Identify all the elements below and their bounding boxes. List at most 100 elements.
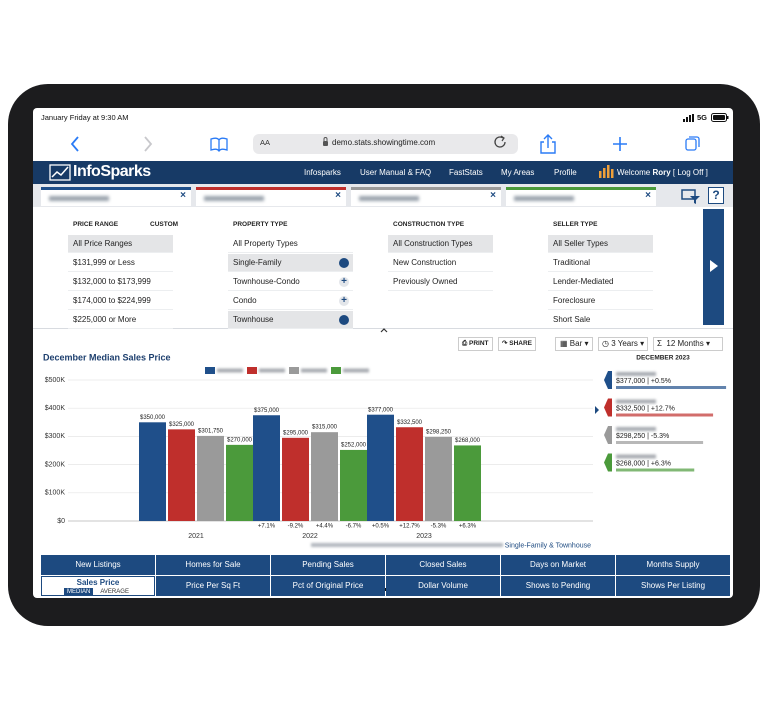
legend-blurred-name	[217, 368, 243, 373]
bar	[340, 449, 367, 521]
tabs-button[interactable]	[685, 138, 697, 151]
sales-price-mode[interactable]: AVERAGE	[100, 589, 129, 595]
filter-option[interactable]: Previously Owned	[393, 277, 458, 286]
help-button[interactable]: ?	[708, 187, 724, 204]
address-bar[interactable]	[253, 134, 518, 154]
option-icon[interactable]: +	[339, 277, 349, 287]
filter-option[interactable]: All Seller Types	[548, 235, 653, 252]
tab-close[interactable]: ×	[180, 190, 186, 201]
metric-tab[interactable]: Dollar Volume	[386, 576, 500, 596]
change-label: -9.2%	[288, 524, 304, 530]
metric-tab[interactable]: Price Per Sq Ft	[156, 576, 270, 596]
nav-item[interactable]: My Areas	[501, 168, 535, 177]
option-icon[interactable]	[339, 315, 349, 325]
metric-label: Shows Per Listing	[640, 581, 706, 590]
filter-custom[interactable]: CUSTOM	[150, 221, 179, 228]
metric-tab[interactable]: Sales Price MEDIAN AVERAGE	[41, 576, 155, 596]
area-tab[interactable]: ×	[41, 187, 191, 206]
filter-settings-icon[interactable]	[681, 188, 701, 204]
metric-label: Months Supply	[646, 560, 700, 569]
metric-tab[interactable]: Homes for Sale	[156, 555, 270, 575]
change-label: -6.7%	[346, 524, 362, 530]
metric-label: Shows to Pending	[525, 581, 591, 590]
summary-blurred-name	[616, 454, 656, 459]
filter-option[interactable]: Lender-Mediated	[553, 277, 614, 286]
area-tab[interactable]: ×	[196, 187, 346, 206]
legend-blurred-name	[259, 368, 285, 373]
log-off[interactable]: [ Log Off ]	[672, 168, 708, 177]
share-chart-button[interactable]: ↷ SHARE	[498, 337, 537, 351]
collapse-arrow[interactable]	[380, 327, 388, 333]
metric-label: New Listings	[75, 560, 121, 569]
filter-option[interactable]: Single-Family	[228, 254, 353, 271]
metric-tab[interactable]: Shows Per Listing	[616, 576, 730, 596]
nav-item[interactable]: User Manual & FAQ	[360, 168, 432, 177]
summary-entry: $332,500 | +12.7%	[616, 405, 675, 412]
metric-tab[interactable]: Months Supply	[616, 555, 730, 575]
filter-option[interactable]: All Construction Types	[388, 235, 493, 252]
filter-option[interactable]: Traditional	[553, 258, 591, 267]
area-tab[interactable]: ×	[351, 187, 501, 206]
tab-close[interactable]: ×	[335, 190, 341, 201]
months-select[interactable]: Σ 12 Months ▾	[653, 337, 723, 351]
filter-option[interactable]: Townhouse-Condo	[233, 277, 300, 286]
option-icon[interactable]: +	[339, 296, 349, 306]
filter-separator	[228, 309, 353, 310]
forward-button[interactable]	[144, 136, 153, 152]
change-label: +4.4%	[316, 524, 334, 530]
metric-tab[interactable]: Pct of Original Price	[271, 576, 385, 596]
sales-price-modes: MEDIAN AVERAGE	[42, 588, 154, 596]
filter-option[interactable]: All Price Ranges	[68, 235, 173, 252]
metric-tab[interactable]: Pending Sales	[271, 555, 385, 575]
filter-separator	[68, 252, 173, 253]
welcome-icon	[599, 165, 614, 178]
bar	[253, 415, 280, 521]
value-label: $268,000	[455, 438, 481, 444]
period-select[interactable]: ◷ 3 Years ▾	[598, 337, 648, 351]
summary-blurred-name	[616, 399, 656, 404]
value-label: $332,500	[397, 420, 423, 426]
share-button[interactable]	[540, 134, 556, 154]
bookmarks-button[interactable]	[210, 137, 228, 153]
y-tick-label: $0	[57, 518, 65, 525]
nav-item[interactable]: Profile	[554, 168, 577, 177]
filter-option[interactable]: Condo	[233, 296, 257, 305]
metric-label: Pending Sales	[302, 560, 354, 569]
tablet-screen: December Median Sales Price $0 $100K $200K $…	[33, 108, 733, 598]
chart-subtitle: Single-Family & Townhouse	[505, 542, 591, 549]
filter-option[interactable]: $174,000 to $224,999	[73, 296, 151, 305]
filter-option[interactable]: New Construction	[393, 258, 457, 267]
nav-item[interactable]: Infosparks	[304, 168, 341, 177]
filter-option[interactable]: Short Sale	[553, 315, 591, 324]
summary-bar	[616, 441, 704, 444]
bar	[454, 445, 481, 521]
metric-tab[interactable]: Closed Sales	[386, 555, 500, 575]
text-size-button[interactable]: AA	[260, 138, 271, 147]
welcome-text: Welcome	[617, 168, 651, 177]
nav-item[interactable]: FastStats	[449, 168, 483, 177]
logo-text[interactable]: InfoSparks	[73, 163, 151, 180]
filter-option[interactable]: Townhouse	[228, 311, 353, 328]
reload-button[interactable]	[494, 136, 506, 148]
chart-type-select[interactable]: ▦ Bar ▾	[555, 337, 593, 351]
print-button[interactable]: ⎙ PRINT	[458, 337, 493, 351]
filter-option[interactable]: $132,000 to $173,999	[73, 277, 151, 286]
y-tick-label: $300K	[45, 433, 66, 440]
metric-tab[interactable]: New Listings	[41, 555, 155, 575]
sales-price-mode[interactable]: MEDIAN	[64, 588, 94, 596]
filter-separator	[388, 271, 493, 272]
metric-tab[interactable]: Days on Market	[501, 555, 615, 575]
tab-close[interactable]: ×	[490, 190, 496, 201]
area-tab[interactable]: ×	[506, 187, 656, 206]
bar	[425, 436, 452, 521]
metric-tab[interactable]: Shows to Pending	[501, 576, 615, 596]
filter-option[interactable]: Foreclosure	[553, 296, 596, 305]
change-label: +7.1%	[258, 524, 276, 530]
option-icon[interactable]	[339, 258, 349, 268]
filter-option[interactable]: $131,999 or Less	[73, 258, 135, 267]
tab-close[interactable]: ×	[645, 190, 651, 201]
back-button[interactable]	[70, 136, 79, 152]
filter-option[interactable]: All Property Types	[233, 239, 298, 248]
filter-option[interactable]: $225,000 or More	[73, 315, 137, 324]
new-tab-button[interactable]	[613, 137, 627, 151]
